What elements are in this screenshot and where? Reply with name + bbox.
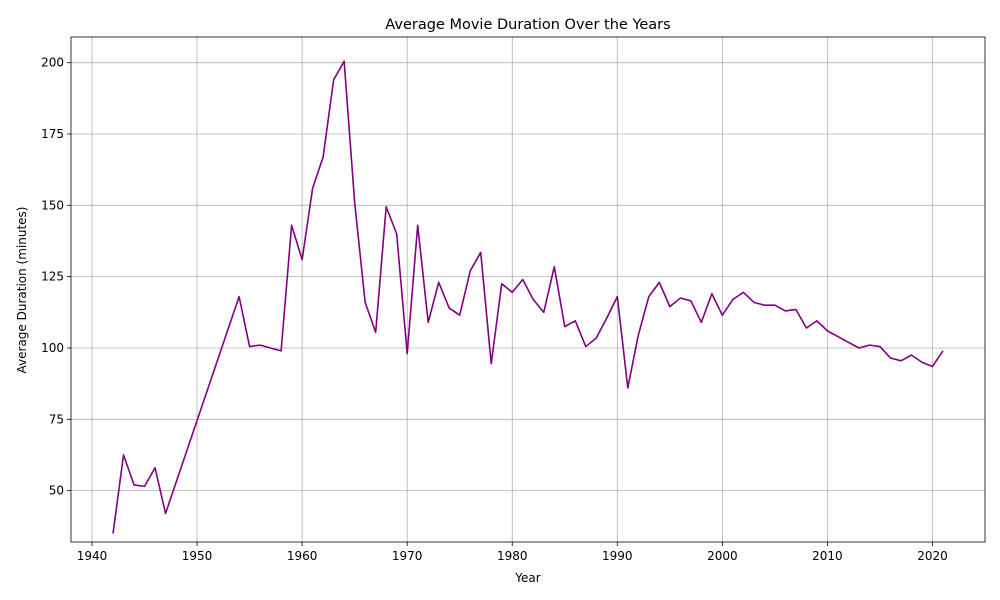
y-tick-label: 100 (41, 341, 64, 355)
x-tick-label: 1940 (77, 549, 108, 563)
x-axis-title: Year (514, 571, 540, 585)
y-gridlines (71, 62, 985, 492)
x-axis-ticks: 1940 1950 1960 1970 1980 1990 2000 2010 2020 (77, 542, 948, 563)
x-tick-label: 1970 (392, 549, 423, 563)
x-tick-label: 1960 (287, 549, 318, 563)
x-tick-label: 2020 (917, 549, 948, 563)
series-line (112, 60, 944, 534)
x-tick-label: 1980 (497, 549, 528, 563)
y-tick-label: 125 (41, 270, 64, 284)
x-tick-label: 2010 (812, 549, 843, 563)
x-tick-label: 1950 (182, 549, 213, 563)
y-tick-label: 50 (49, 484, 64, 498)
y-tick-label: 75 (49, 412, 64, 426)
y-tick-label: 150 (41, 198, 64, 212)
y-axis-ticks: 50 75 100 125 150 175 200 (41, 56, 71, 498)
y-tick-label: 200 (41, 56, 64, 70)
x-gridlines (91, 37, 933, 542)
y-axis-title: Average Duration (minutes) (15, 207, 29, 374)
x-tick-label: 1990 (602, 549, 633, 563)
y-tick-label: 175 (41, 127, 64, 141)
x-tick-label: 2000 (707, 549, 738, 563)
plot-frame (70, 36, 986, 543)
chart-title: Average Movie Duration Over the Years (385, 17, 670, 33)
series-layer (112, 60, 944, 534)
